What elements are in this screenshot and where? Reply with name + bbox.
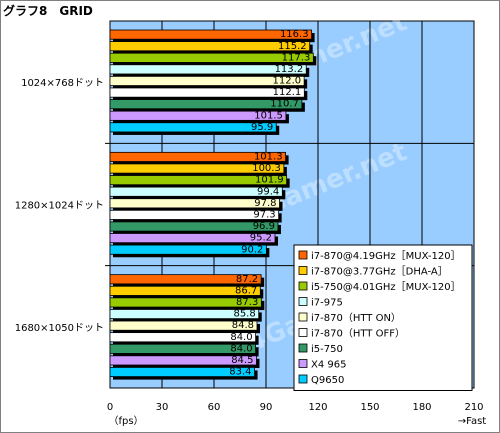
x-tick-label: 180 <box>412 402 431 413</box>
bar <box>109 244 267 255</box>
category-label: 1280×1024ドット <box>15 201 104 212</box>
bar <box>109 233 276 244</box>
bar <box>109 332 257 343</box>
bar-value-label: 85.8 <box>233 309 255 320</box>
x-tick-label: 30 <box>156 402 169 413</box>
bar-value-label: 87.2 <box>236 274 258 285</box>
legend-label: i5-750@4.01GHz［MUX-120］ <box>311 281 461 293</box>
bar <box>109 87 305 98</box>
legend-swatch <box>298 297 308 306</box>
legend-label: i7-870（HTT ON） <box>311 312 401 324</box>
bar <box>109 75 305 86</box>
category-label: 1024×768ドット <box>21 78 104 89</box>
legend-box <box>293 244 473 391</box>
bar <box>109 175 288 186</box>
category-label: 1680×1050ドット <box>15 323 104 334</box>
bar <box>109 99 303 110</box>
legend-swatch <box>298 281 308 291</box>
bar <box>109 343 257 354</box>
legend-label: i7-870（HTT OFF） <box>311 328 405 340</box>
bar-value-label: 96.9 <box>253 221 275 232</box>
bar <box>109 198 280 209</box>
legend-swatch <box>298 328 308 337</box>
bar-value-label: 117.3 <box>282 52 311 63</box>
bar <box>109 367 255 378</box>
bar <box>109 64 307 75</box>
bar <box>109 221 279 232</box>
bar <box>109 41 311 52</box>
bar-value-label: 97.3 <box>253 209 275 220</box>
bar-value-label: 113.2 <box>275 64 304 75</box>
bar-value-label: 99.4 <box>257 186 279 197</box>
bar-value-label: 95.2 <box>250 233 272 244</box>
legend-label: i7-870@4.19GHz［MUX-120］ <box>311 250 461 262</box>
bar-value-label: 84.5 <box>231 355 253 366</box>
legend-swatch <box>298 250 308 260</box>
bar-value-label: 86.7 <box>235 285 257 296</box>
bar-value-label: 110.7 <box>270 99 299 110</box>
x-tick-label: 60 <box>208 402 221 413</box>
legend-swatch <box>298 312 308 322</box>
legend-label: Q9650 <box>311 375 344 386</box>
bar-value-label: 84.0 <box>230 332 252 343</box>
legend-swatch <box>298 266 308 275</box>
bar <box>109 355 257 366</box>
bar <box>109 285 261 296</box>
x-tick-label: 150 <box>360 402 379 413</box>
bar <box>109 309 260 320</box>
x-tick-label: 0 <box>107 402 113 413</box>
bar-value-label: 115.2 <box>278 41 307 52</box>
legend-swatch <box>298 374 308 384</box>
bar <box>109 320 258 331</box>
bar <box>109 274 262 285</box>
bar-value-label: 90.2 <box>241 244 263 255</box>
legend-label: i7-975 <box>311 298 343 309</box>
bar-value-label: 116.3 <box>280 29 309 40</box>
bar-value-label: 101.3 <box>254 152 283 163</box>
x-tick-label: 90 <box>260 402 273 413</box>
bar-value-label: 83.4 <box>229 367 251 378</box>
legend-swatch <box>298 343 308 353</box>
bar <box>109 209 280 220</box>
x-tick-label: 120 <box>308 402 327 413</box>
legend-label: i7-870@3.77GHz［DHA-A］ <box>311 266 448 278</box>
chart-title: グラフ8 GRID <box>3 4 93 18</box>
bar <box>109 52 314 63</box>
x-axis-label: （fps） <box>108 415 143 427</box>
bar-value-label: 101.5 <box>254 110 283 121</box>
bar <box>109 297 262 308</box>
x-tick-label: 210 <box>464 402 483 413</box>
bar <box>109 163 285 174</box>
bar-value-label: 95.9 <box>251 122 273 133</box>
bar-value-label: 87.3 <box>236 297 258 308</box>
bar <box>109 151 286 162</box>
bar <box>109 186 283 197</box>
bar-value-label: 101.9 <box>255 175 284 186</box>
bar <box>109 110 287 121</box>
legend-swatch <box>298 359 308 368</box>
bar-value-label: 112.1 <box>273 87 302 98</box>
x-axis-direction-label: →Fast <box>458 416 487 427</box>
bar-value-label: 100.3 <box>252 163 281 174</box>
legend-label: X4 965 <box>311 360 346 371</box>
legend-label: i5-750 <box>311 344 343 355</box>
bar-value-label: 97.8 <box>254 198 276 209</box>
bar <box>109 122 277 133</box>
bar-value-label: 112.0 <box>272 76 301 87</box>
bar-value-label: 84.0 <box>230 343 252 354</box>
bar-value-label: 84.8 <box>232 320 254 331</box>
bar <box>109 29 312 40</box>
